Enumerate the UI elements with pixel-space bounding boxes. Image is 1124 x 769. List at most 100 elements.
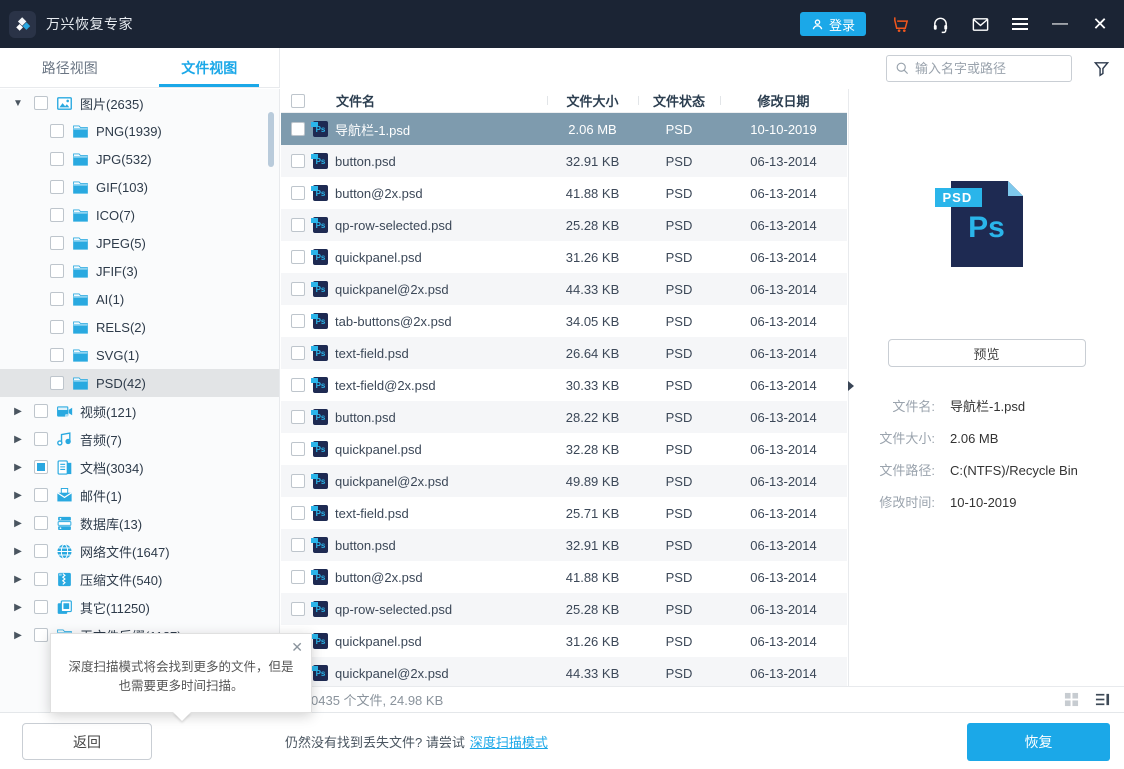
sidebar-scrollbar[interactable]	[268, 112, 274, 167]
tree-checkbox[interactable]	[50, 320, 64, 334]
table-row[interactable]: Ps text-field.psd 25.71 KB PSD 06-13-201…	[281, 497, 847, 529]
row-checkbox[interactable]	[291, 570, 305, 584]
row-checkbox[interactable]	[291, 346, 305, 360]
tree-checkbox[interactable]	[50, 264, 64, 278]
table-row[interactable]: Ps button.psd 28.22 KB PSD 06-13-2014	[281, 401, 847, 433]
chevron-down-icon[interactable]: ▼	[13, 97, 23, 109]
table-row[interactable]: Ps qp-row-selected.psd 25.28 KB PSD 06-1…	[281, 593, 847, 625]
table-row[interactable]: Ps button.psd 32.91 KB PSD 06-13-2014	[281, 529, 847, 561]
tree-item[interactable]: JPEG(5)	[0, 229, 279, 257]
table-row[interactable]: Ps tab-buttons@2x.psd 34.05 KB PSD 06-13…	[281, 305, 847, 337]
tab-path-view[interactable]: 路径视图	[41, 59, 98, 76]
tree-checkbox[interactable]	[34, 96, 48, 110]
tooltip-close-icon[interactable]: ✕	[291, 639, 303, 655]
search-input[interactable]	[915, 60, 1063, 76]
support-headset-icon[interactable]	[920, 0, 960, 48]
col-header-date[interactable]: 修改日期	[720, 91, 847, 110]
row-checkbox[interactable]	[291, 154, 305, 168]
row-checkbox[interactable]	[291, 186, 305, 200]
tree-item[interactable]: SVG(1)	[0, 341, 279, 369]
tree-checkbox[interactable]	[50, 208, 64, 222]
table-row[interactable]: Ps quickpanel.psd 31.26 KB PSD 06-13-201…	[281, 625, 847, 657]
tree-checkbox[interactable]	[34, 460, 48, 474]
table-row[interactable]: Ps quickpanel.psd 31.26 KB PSD 06-13-201…	[281, 241, 847, 273]
back-button[interactable]: 返回	[22, 723, 152, 760]
chevron-right-icon[interactable]: ▶	[14, 545, 22, 557]
row-checkbox[interactable]	[291, 410, 305, 424]
tree-item[interactable]: ▶ 压缩文件(540)	[0, 565, 279, 593]
tree-checkbox[interactable]	[50, 292, 64, 306]
tab-file-view[interactable]: 文件视图	[140, 48, 280, 87]
table-row[interactable]: Ps button.psd 32.91 KB PSD 06-13-2014	[281, 145, 847, 177]
table-row[interactable]: Ps button@2x.psd 41.88 KB PSD 06-13-2014	[281, 177, 847, 209]
tree-checkbox[interactable]	[34, 572, 48, 586]
tree-checkbox[interactable]	[34, 516, 48, 530]
grid-view-icon[interactable]	[1064, 692, 1079, 707]
table-row[interactable]: Ps text-field@2x.psd 30.33 KB PSD 06-13-…	[281, 369, 847, 401]
chevron-right-icon[interactable]: ▶	[14, 517, 22, 529]
chevron-right-icon[interactable]: ▶	[14, 573, 22, 585]
minimize-button[interactable]: —	[1052, 15, 1068, 32]
row-checkbox[interactable]	[291, 250, 305, 264]
chevron-right-icon[interactable]: ▶	[14, 601, 22, 613]
tree-item[interactable]: RELS(2)	[0, 313, 279, 341]
tree-checkbox[interactable]	[50, 348, 64, 362]
tree-checkbox[interactable]	[34, 488, 48, 502]
row-checkbox[interactable]	[291, 218, 305, 232]
row-checkbox[interactable]	[291, 602, 305, 616]
tree-checkbox[interactable]	[34, 628, 48, 642]
tree-checkbox[interactable]	[50, 124, 64, 138]
list-view-icon[interactable]	[1095, 692, 1110, 707]
row-checkbox[interactable]	[291, 506, 305, 520]
table-row[interactable]: Ps quickpanel@2x.psd 44.33 KB PSD 06-13-…	[281, 273, 847, 305]
table-row[interactable]: Ps qp-row-selected.psd 25.28 KB PSD 06-1…	[281, 209, 847, 241]
tree-checkbox[interactable]	[50, 376, 64, 390]
cart-icon[interactable]	[880, 0, 920, 48]
feedback-mail-icon[interactable]	[960, 0, 1000, 48]
tree-item[interactable]: ▶ 视频(121)	[0, 397, 279, 425]
row-checkbox[interactable]	[291, 122, 305, 136]
tree-checkbox[interactable]	[34, 432, 48, 446]
chevron-right-icon[interactable]: ▶	[14, 489, 22, 501]
tree-item[interactable]: JPG(532)	[0, 145, 279, 173]
tree-item[interactable]: ▼ 图片(2635)	[0, 89, 279, 117]
row-checkbox[interactable]	[291, 538, 305, 552]
tree-item[interactable]: PSD(42)	[0, 369, 279, 397]
select-all-checkbox[interactable]	[291, 93, 305, 108]
col-header-size[interactable]: 文件大小	[547, 91, 638, 110]
tree-checkbox[interactable]	[34, 544, 48, 558]
row-checkbox[interactable]	[291, 314, 305, 328]
row-checkbox[interactable]	[291, 378, 305, 392]
chevron-right-icon[interactable]: ▶	[14, 629, 22, 641]
tree-item[interactable]: JFIF(3)	[0, 257, 279, 285]
preview-button[interactable]: 预览	[887, 339, 1086, 367]
login-button[interactable]: 登录	[799, 12, 866, 36]
col-header-status[interactable]: 文件状态	[638, 91, 720, 110]
tree-item[interactable]: ▶ 网络文件(1647)	[0, 537, 279, 565]
close-button[interactable]: ✕	[1092, 14, 1108, 34]
table-row[interactable]: Ps text-field.psd 26.64 KB PSD 06-13-201…	[281, 337, 847, 369]
table-row[interactable]: Ps 导航栏-1.psd 2.06 MB PSD 10-10-2019	[281, 113, 847, 145]
tree-checkbox[interactable]	[50, 236, 64, 250]
tree-checkbox[interactable]	[50, 180, 64, 194]
row-checkbox[interactable]	[291, 282, 305, 296]
tree-item[interactable]: PNG(1939)	[0, 117, 279, 145]
col-header-name[interactable]: 文件名	[336, 94, 376, 109]
row-checkbox[interactable]	[291, 442, 305, 456]
tree-checkbox[interactable]	[50, 152, 64, 166]
tree-item[interactable]: ▶ 其它(11250)	[0, 593, 279, 621]
table-row[interactable]: Ps quickpanel.psd 32.28 KB PSD 06-13-201…	[281, 433, 847, 465]
tree-item[interactable]: ▶ 音频(7)	[0, 425, 279, 453]
chevron-right-icon[interactable]: ▶	[14, 405, 22, 417]
search-box[interactable]	[886, 54, 1072, 82]
tree-item[interactable]: ▶ 文档(3034)	[0, 453, 279, 481]
deep-scan-link[interactable]: 深度扫描模式	[469, 735, 548, 750]
tree-checkbox[interactable]	[34, 600, 48, 614]
chevron-right-icon[interactable]: ▶	[14, 433, 22, 445]
tree-item[interactable]: ICO(7)	[0, 201, 279, 229]
table-row[interactable]: Ps button@2x.psd 41.88 KB PSD 06-13-2014	[281, 561, 847, 593]
panel-collapse-arrow-icon[interactable]	[848, 377, 858, 395]
tree-item[interactable]: ▶ 邮件(1)	[0, 481, 279, 509]
chevron-right-icon[interactable]: ▶	[14, 461, 22, 473]
recover-button[interactable]: 恢复	[967, 723, 1110, 761]
